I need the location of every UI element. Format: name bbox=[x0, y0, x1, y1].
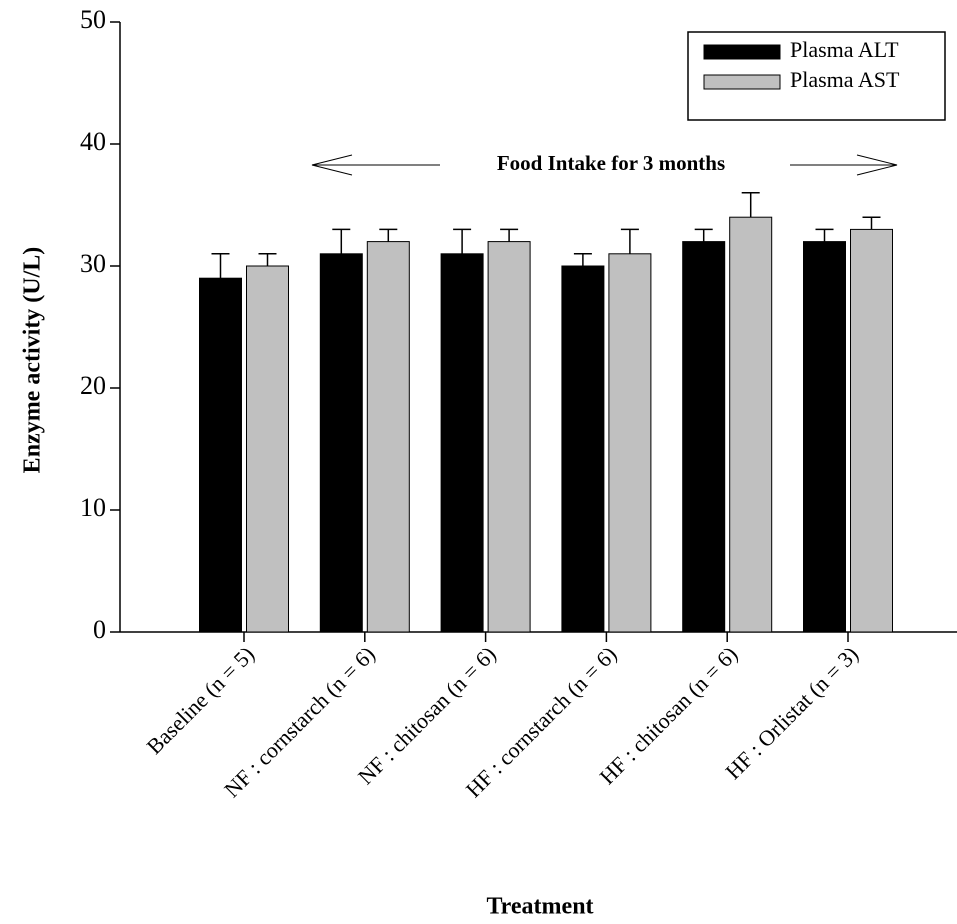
y-tick-label: 20 bbox=[80, 371, 106, 400]
y-tick-label: 10 bbox=[80, 493, 106, 522]
legend-label: Plasma AST bbox=[790, 67, 900, 92]
bar bbox=[609, 254, 651, 632]
legend-swatch bbox=[704, 75, 780, 89]
bar bbox=[247, 266, 289, 632]
bar bbox=[200, 278, 242, 632]
y-tick-label: 50 bbox=[80, 5, 106, 34]
x-axis-label: Treatment bbox=[486, 894, 593, 920]
y-tick-label: 0 bbox=[93, 615, 106, 644]
legend-swatch bbox=[704, 45, 780, 59]
legend-label: Plasma ALT bbox=[790, 37, 899, 62]
bar bbox=[804, 242, 846, 632]
bar bbox=[441, 254, 483, 632]
bar bbox=[488, 242, 530, 632]
annotation-text: Food Intake for 3 months bbox=[497, 151, 725, 175]
y-axis-label: Enzyme activity (U/L) bbox=[20, 247, 46, 474]
y-tick-label: 40 bbox=[80, 127, 106, 156]
x-tick-label: HF : Orlistat (n = 3) bbox=[720, 641, 863, 784]
chart: Enzyme activity (U/L) Treatment Food Int… bbox=[0, 0, 957, 924]
y-tick-label: 30 bbox=[80, 249, 106, 278]
bar bbox=[320, 254, 362, 632]
annotation: Food Intake for 3 months bbox=[312, 151, 897, 175]
bar bbox=[730, 217, 772, 632]
bar bbox=[683, 242, 725, 632]
x-tick-label: Baseline (n = 5) bbox=[141, 641, 259, 759]
bar bbox=[562, 266, 604, 632]
bar bbox=[851, 229, 893, 632]
bar bbox=[367, 242, 409, 632]
